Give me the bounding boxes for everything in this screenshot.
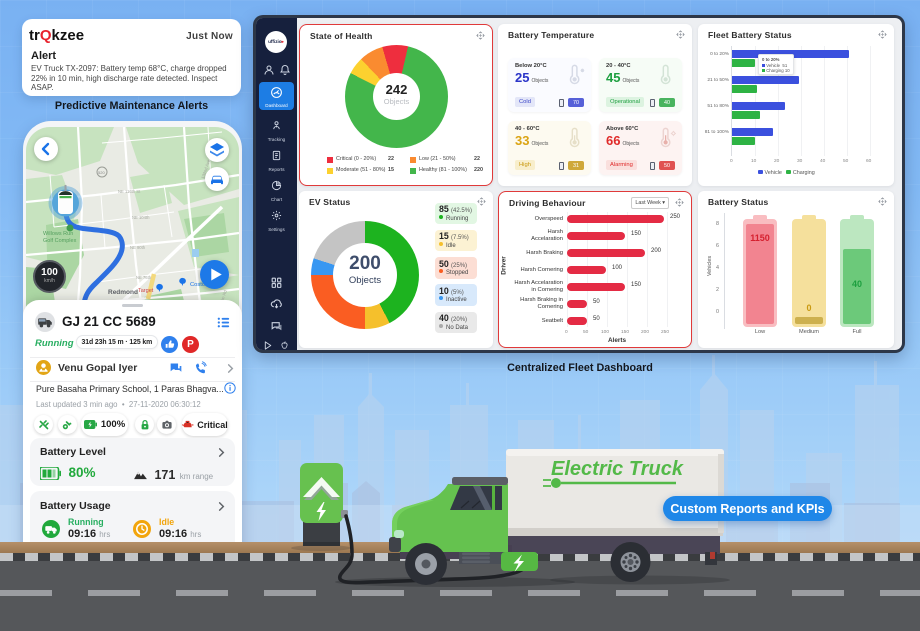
svg-text:Golf Complex: Golf Complex (43, 238, 77, 244)
svg-text:Willows Run: Willows Run (43, 231, 73, 237)
svg-text:Costco: Costco (190, 282, 208, 288)
svg-text:Redmond: Redmond (108, 289, 138, 296)
svg-text:NE 90th: NE 90th (130, 245, 146, 250)
svg-text:Electric Truck: Electric Truck (551, 458, 684, 480)
svg-text:NE 104th: NE 104th (132, 215, 150, 220)
svg-text:520: 520 (98, 170, 105, 175)
svg-text:NE 116th St: NE 116th St (118, 189, 141, 194)
svg-text:NE 76th: NE 76th (136, 275, 152, 280)
svg-text:Target: Target (138, 288, 154, 294)
